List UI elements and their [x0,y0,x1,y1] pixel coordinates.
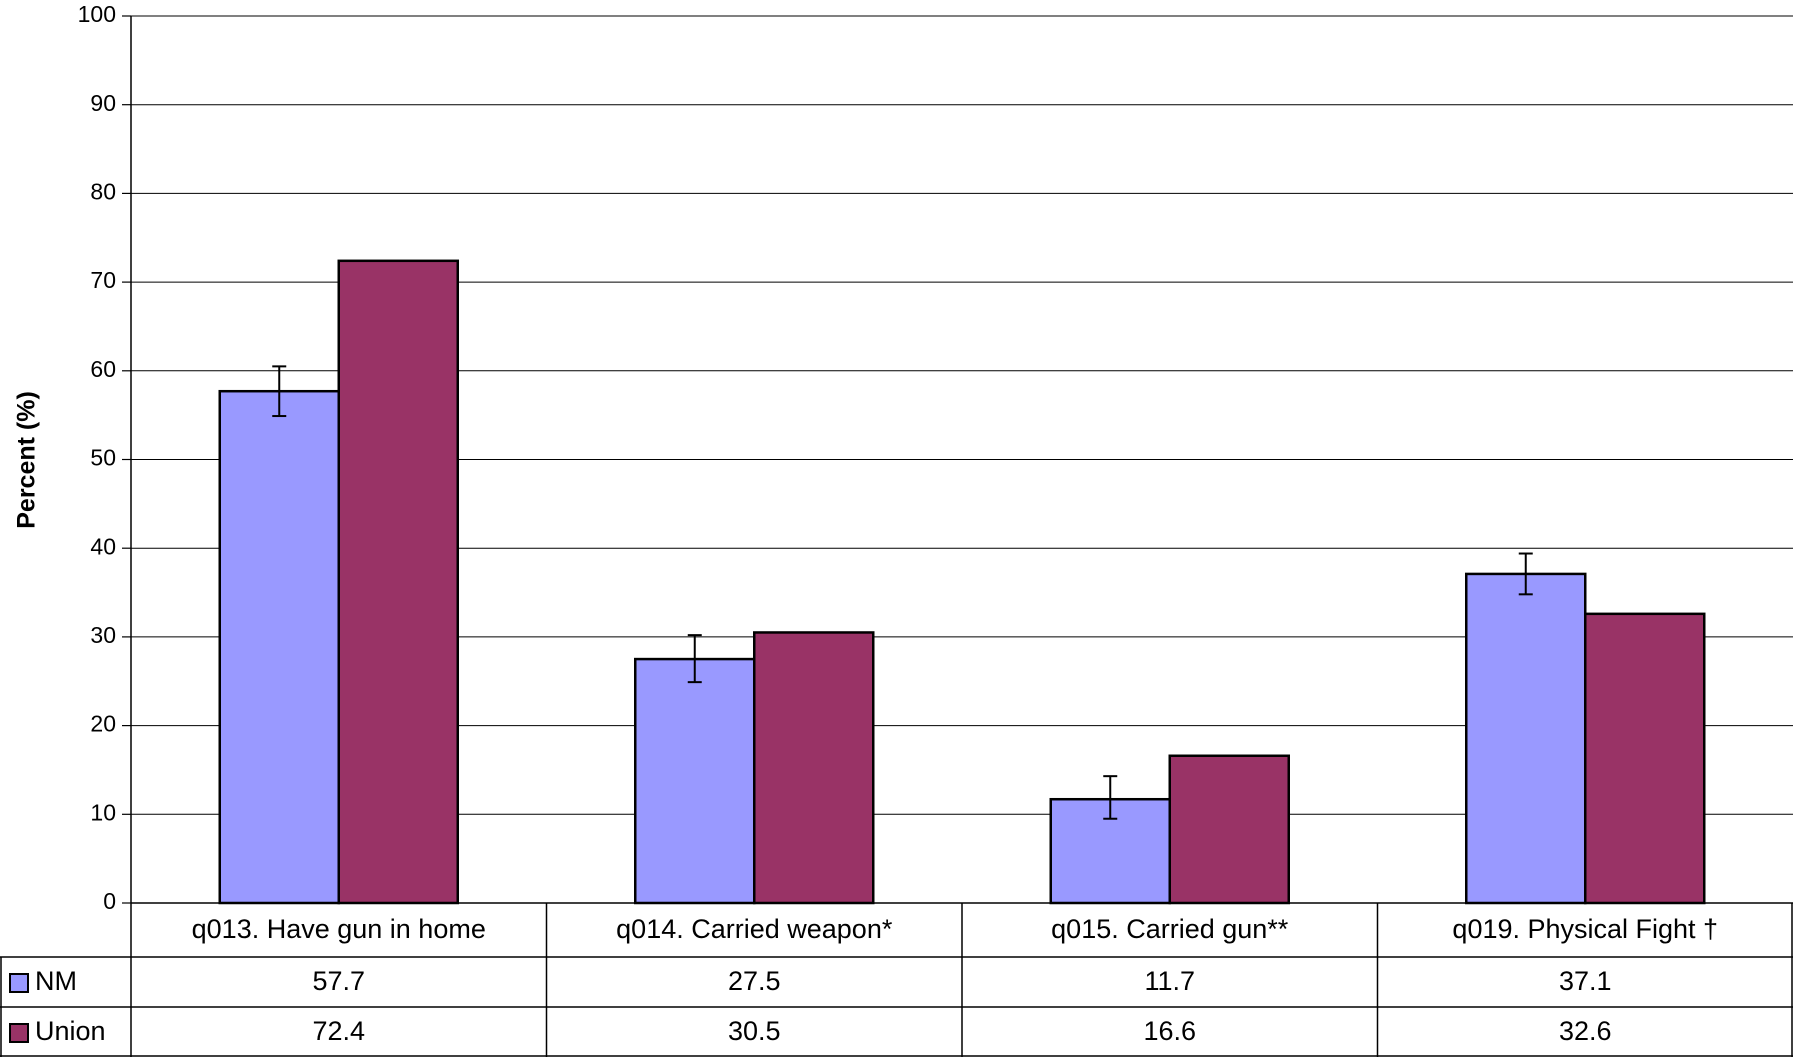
data-label: 32.6 [1559,1016,1612,1046]
bar-nm-3 [1465,572,1587,905]
y-tick-label: 80 [90,178,116,204]
legend-swatch-nm [9,973,29,993]
data-label: 30.5 [728,1016,781,1046]
bar-nm-1 [634,657,756,905]
y-tick-label: 20 [90,711,116,737]
bars [218,259,1706,905]
data-label: 27.5 [728,966,781,996]
category-label: q013. Have gun in home [192,914,486,944]
legend-label-nm: NM [35,966,77,996]
bar-nm-0 [218,389,340,905]
error-bars [272,365,1533,820]
bar-union-2 [1168,754,1290,905]
bar-union-0 [337,259,459,905]
y-tick-label: 50 [90,445,116,471]
legend-label-union: Union [35,1016,106,1046]
y-tick-label: 10 [90,799,116,825]
y-tick-label: 60 [90,356,116,382]
legend-swatch-union [9,1023,29,1043]
data-label: 11.7 [1144,966,1195,996]
bar-union-3 [1584,612,1706,905]
y-axis-label: Percent (%) [13,391,41,529]
y-tick-label: 90 [90,90,116,116]
data-table: q013. Have gun in home q014. Carried weap… [0,902,1793,1057]
y-tick-label: 0 [103,888,116,914]
y-tick-label: 70 [90,267,116,293]
y-axis-ticks: 0 10 20 30 40 50 60 70 80 90 100 [78,1,131,914]
y-tick-label: 30 [90,622,116,648]
data-label: 16.6 [1143,1016,1196,1046]
data-label: 57.7 [312,966,365,996]
data-label: 72.4 [312,1016,365,1046]
data-label: 37.1 [1559,966,1612,996]
category-label: q015. Carried gun** [1051,914,1289,944]
category-label: q014. Carried weapon* [616,914,893,944]
bar-union-1 [753,631,875,905]
y-tick-label: 100 [78,1,116,27]
y-tick-label: 40 [90,533,116,559]
category-label: q019. Physical Fight † [1452,914,1718,944]
